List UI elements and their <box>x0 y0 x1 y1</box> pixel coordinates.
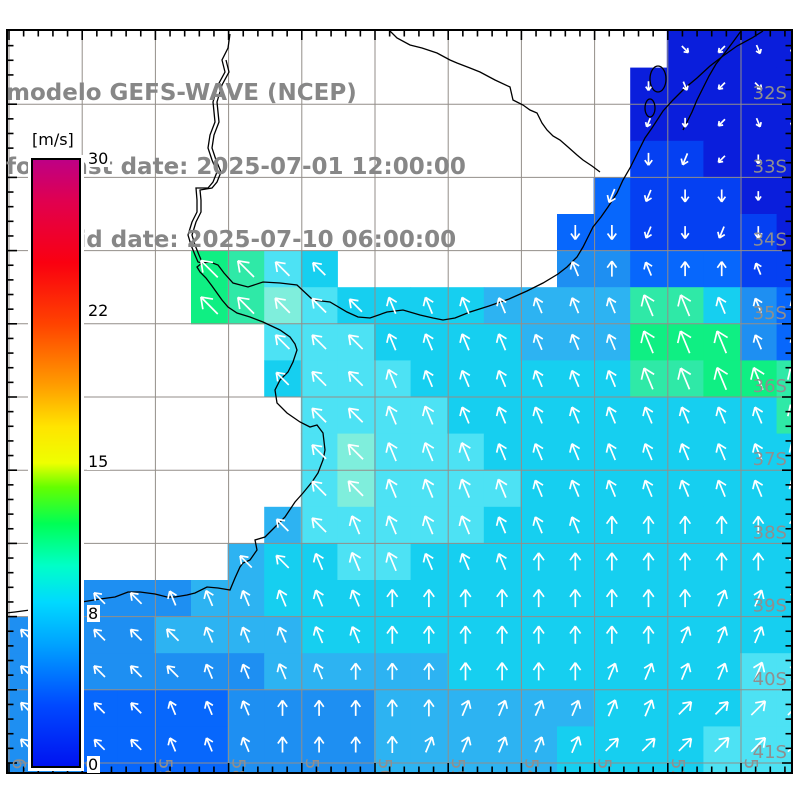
lat-label-38S: 38S <box>753 522 787 543</box>
grid-labels: 61W60W59W58W57W56W55W54W53W52W51W32S33S3… <box>8 83 787 772</box>
colorbar-tick-0: 0 <box>87 755 101 774</box>
map-plot: 61W60W59W58W57W56W55W54W53W52W51W32S33S3… <box>8 31 791 772</box>
lat-label-33S: 33S <box>753 156 787 177</box>
lat-label-39S: 39S <box>753 596 787 617</box>
lon-label-56W: 56W <box>374 758 395 772</box>
edge-tick-marks <box>8 31 791 772</box>
model-name: modelo GEFS-WAVE (NCEP) <box>6 80 357 106</box>
lon-label-61W: 61W <box>8 758 29 772</box>
lon-label-52W: 52W <box>667 758 688 772</box>
latlon-grid <box>8 31 791 772</box>
lat-label-40S: 40S <box>753 669 787 690</box>
wind-direction-arrows <box>19 44 791 754</box>
lat-label-35S: 35S <box>753 303 787 324</box>
lat-label-41S: 41S <box>753 742 787 763</box>
lon-label-55W: 55W <box>447 758 468 772</box>
colorbar-unit-label: [m/s] <box>30 130 76 149</box>
colorbar-tick-22: 22 <box>87 300 111 320</box>
plot-title: modelo GEFS-WAVE (NCEP) forecast date: 2… <box>6 32 466 302</box>
lat-label-36S: 36S <box>753 376 787 397</box>
coastline <box>8 31 764 614</box>
colorbar-tick-8: 8 <box>87 603 101 623</box>
colorbar-tick-15: 15 <box>87 452 111 471</box>
lon-label-57W: 57W <box>301 758 322 772</box>
lon-label-58W: 58W <box>228 758 249 772</box>
lon-label-51W: 51W <box>740 758 761 772</box>
lon-label-54W: 54W <box>520 758 541 772</box>
lon-label-59W: 59W <box>154 758 175 772</box>
lon-label-53W: 53W <box>594 758 615 772</box>
lat-label-32S: 32S <box>753 83 787 104</box>
lat-label-34S: 34S <box>753 230 787 251</box>
colorbar-tick-30: 30 <box>87 149 111 168</box>
colorbar-gradient <box>31 158 81 768</box>
lat-label-37S: 37S <box>753 449 787 470</box>
